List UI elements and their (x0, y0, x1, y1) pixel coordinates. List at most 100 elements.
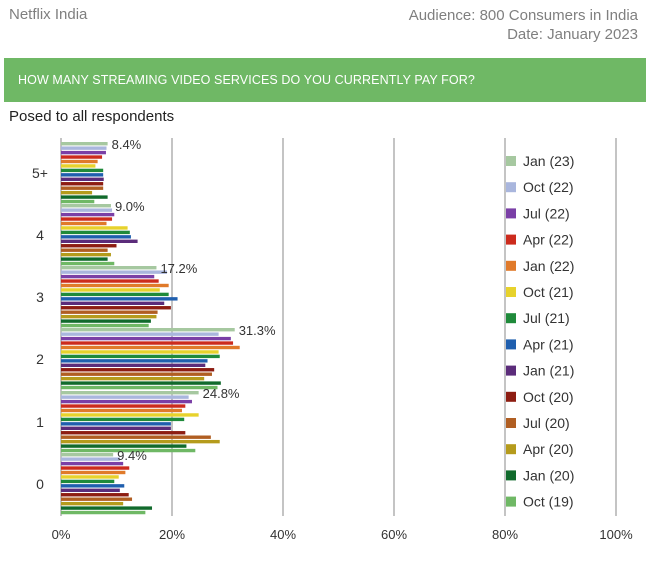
bar (61, 310, 158, 314)
bar (61, 493, 129, 497)
bar (61, 363, 206, 367)
legend-swatch (506, 470, 516, 481)
legend-label: Jan (22) (523, 258, 574, 274)
bar (61, 261, 115, 266)
bar (61, 239, 138, 243)
audience-label: Audience: 800 Consumers in India (408, 7, 638, 24)
bar (61, 506, 153, 510)
bar (61, 288, 160, 292)
bar (61, 391, 199, 395)
bar (61, 345, 240, 350)
legend-label: Jan (23) (523, 153, 574, 169)
bar (61, 274, 155, 279)
data-label: 17.2% (160, 261, 197, 276)
bar (61, 439, 220, 444)
bar (61, 177, 104, 181)
bar (61, 173, 104, 177)
bar (61, 484, 125, 488)
legend-label: Oct (21) (523, 284, 574, 300)
category-label: 3 (36, 289, 44, 305)
bar (61, 244, 117, 248)
bar (61, 376, 205, 381)
legend-label: Oct (20) (523, 389, 574, 405)
bar (61, 164, 96, 168)
bar (61, 422, 171, 426)
legend-label: Oct (22) (523, 179, 574, 195)
bar (61, 248, 108, 252)
bar (61, 359, 208, 363)
legend-swatch (506, 391, 516, 402)
bar (61, 182, 104, 186)
bar (61, 497, 133, 501)
bar (61, 417, 185, 422)
legend-swatch (506, 418, 516, 428)
x-tick-label: 100% (599, 527, 633, 542)
x-tick-label: 20% (159, 527, 185, 542)
bar (61, 235, 131, 239)
x-tick-label: 40% (270, 527, 296, 542)
legend-swatch (506, 287, 516, 297)
bar (61, 230, 130, 235)
bar (61, 453, 114, 457)
bar (61, 488, 120, 492)
legend-swatch (506, 208, 516, 219)
data-label: 31.3% (239, 323, 276, 338)
bar (61, 221, 107, 226)
bar (61, 470, 126, 475)
bar (61, 199, 95, 204)
x-tick-label: 60% (381, 527, 407, 542)
bar (61, 510, 146, 515)
bar (61, 212, 115, 217)
x-tick-label: 0% (52, 527, 71, 542)
bar (61, 142, 108, 146)
legend-label: Jan (21) (523, 363, 574, 379)
category-label: 0 (36, 476, 44, 492)
bar (61, 479, 115, 484)
bar (61, 319, 151, 323)
bar (61, 301, 165, 305)
bar (61, 354, 220, 359)
legend-label: Apr (21) (523, 336, 574, 352)
bar (61, 336, 231, 341)
category-label: 1 (36, 414, 44, 430)
bar (61, 435, 211, 439)
bar (61, 283, 169, 288)
bar (61, 332, 219, 336)
bar (61, 297, 178, 301)
bar (61, 159, 98, 164)
bar (61, 341, 234, 345)
legend-swatch (506, 182, 516, 193)
bar (61, 226, 128, 230)
legend-swatch (506, 234, 516, 245)
legend-label: Jan (20) (523, 467, 574, 483)
bar (61, 368, 215, 372)
legend-swatch (506, 444, 516, 455)
bar (61, 413, 199, 417)
bar (61, 279, 159, 283)
bar (61, 395, 189, 399)
bar (61, 501, 124, 506)
bar (61, 475, 119, 479)
legend-label: Jul (20) (523, 415, 570, 431)
legend-label: Oct (19) (523, 494, 574, 510)
category-label: 4 (36, 227, 44, 243)
bar (61, 408, 182, 413)
legend-swatch (506, 365, 516, 376)
legend-label: Jul (22) (523, 205, 570, 221)
bar (61, 168, 104, 173)
bar (61, 426, 171, 430)
bar (61, 155, 103, 159)
category-label: 2 (36, 351, 44, 367)
bar (61, 257, 108, 261)
brand-title: Netflix India (9, 6, 88, 23)
bar (61, 372, 212, 376)
legend-label: Apr (22) (523, 232, 574, 248)
bar (61, 186, 104, 190)
x-tick-label: 80% (492, 527, 518, 542)
bar (61, 381, 221, 385)
bar (61, 150, 106, 155)
bar (61, 431, 186, 435)
bar (61, 208, 113, 212)
bar (61, 270, 168, 274)
